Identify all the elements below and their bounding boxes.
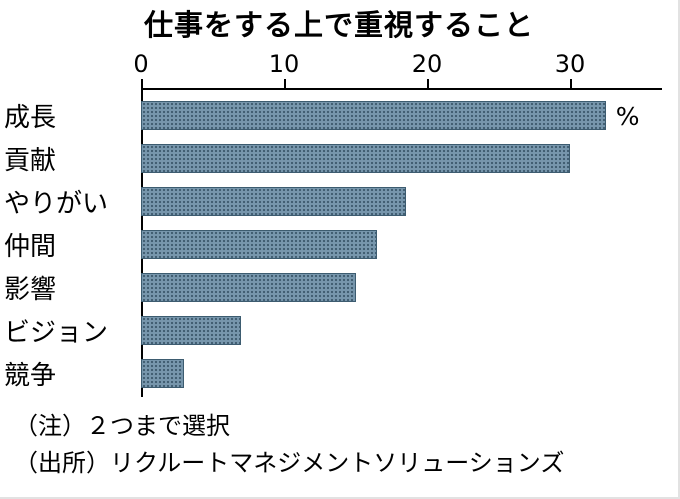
category-label: 競争 — [4, 361, 57, 391]
bar — [141, 316, 242, 345]
x-axis-line — [141, 88, 662, 90]
category-label: ビジョン — [4, 318, 109, 348]
note-selection: （注）２つまで選択 — [14, 412, 230, 440]
unit-label: % — [615, 102, 640, 131]
chart-title: 仕事をする上で重視すること — [143, 8, 534, 42]
bar — [141, 273, 356, 302]
bar — [141, 230, 377, 259]
category-labels: 成長貢献やりがい仲間影響ビジョン競争 — [4, 94, 140, 395]
bar-row — [141, 180, 666, 223]
x-axis-tick — [427, 79, 429, 88]
bar-row — [141, 309, 666, 352]
bar — [141, 144, 570, 173]
bar-row — [141, 352, 666, 395]
plot-area: 0 10 20 30 % — [133, 50, 666, 398]
x-axis-tick-label: 20 — [411, 50, 443, 78]
x-axis-tick — [141, 79, 143, 88]
bar-row — [141, 137, 666, 180]
bar — [141, 359, 184, 388]
category-label: やりがい — [4, 189, 109, 219]
x-axis-tick-label: 10 — [268, 50, 300, 78]
category-label: 成長 — [4, 103, 57, 133]
chart-notes: （注）２つまで選択 （出所）リクルートマネジメントソリューションズ — [14, 408, 674, 482]
bar-row — [141, 94, 666, 137]
bar-row — [141, 223, 666, 266]
bar — [141, 101, 606, 130]
category-label: 影響 — [4, 275, 57, 305]
note-source: （出所）リクルートマネジメントソリューションズ — [14, 449, 565, 477]
category-label: 貢献 — [4, 146, 57, 176]
bar — [141, 187, 406, 216]
x-axis-tick-label: 0 — [133, 50, 149, 78]
x-axis-tick-label: 30 — [554, 50, 586, 78]
x-axis-tick — [284, 79, 286, 88]
bars-container — [141, 94, 666, 395]
category-label: 仲間 — [4, 232, 57, 262]
x-axis-tick — [570, 79, 572, 88]
bar-row — [141, 266, 666, 309]
